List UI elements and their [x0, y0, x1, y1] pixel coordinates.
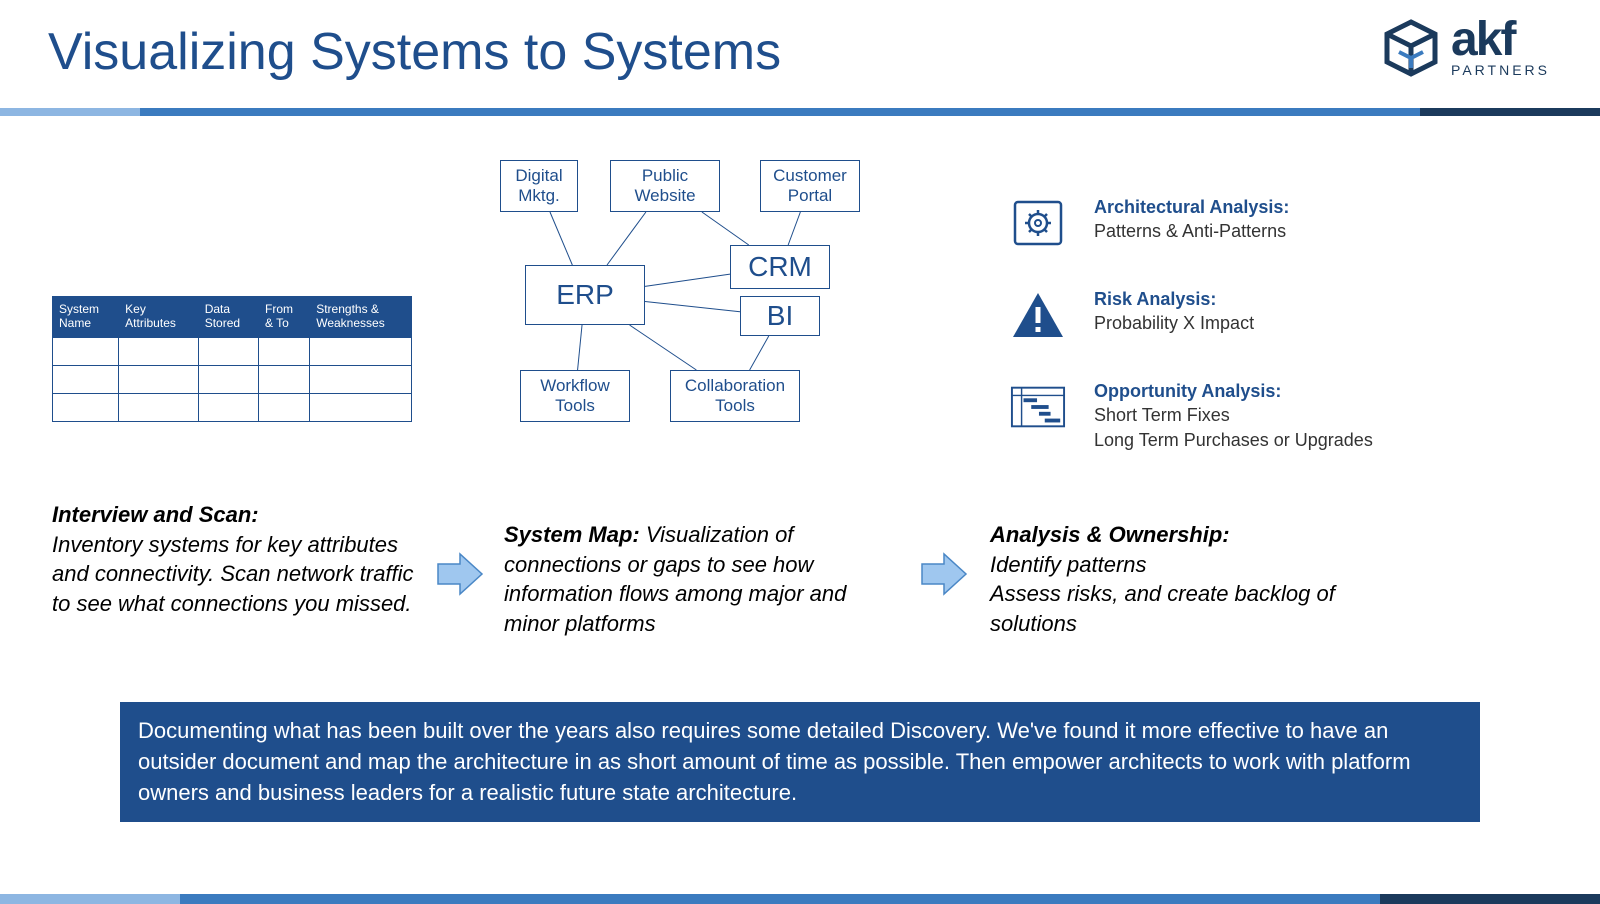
table-cell: [53, 365, 119, 393]
analysis-text: Opportunity Analysis:Short Term FixesLon…: [1094, 379, 1373, 452]
analysis-list: Architectural Analysis:Patterns & Anti-P…: [1010, 195, 1570, 488]
analysis-body: Short Term FixesLong Term Purchases or U…: [1094, 403, 1373, 452]
logo: akf PARTNERS: [1381, 18, 1550, 78]
system-node-col: CollaborationTools: [670, 370, 800, 422]
analysis-text: Risk Analysis:Probability X Impact: [1094, 287, 1254, 336]
table-cell: [119, 393, 199, 421]
step-body: Identify patternsAssess risks, and creat…: [990, 552, 1335, 636]
analysis-title: Risk Analysis:: [1094, 287, 1254, 311]
table-header: KeyAttributes: [119, 297, 199, 338]
inventory-table: SystemNameKeyAttributesDataStoredFrom& T…: [52, 296, 412, 422]
system-node-dm: DigitalMktg.: [500, 160, 578, 212]
arrow-right-icon: [918, 548, 970, 600]
analysis-title: Architectural Analysis:: [1094, 195, 1289, 219]
system-node-crm: CRM: [730, 245, 830, 289]
table-cell: [259, 337, 310, 365]
analysis-text: Architectural Analysis:Patterns & Anti-P…: [1094, 195, 1289, 244]
table-cell: [53, 393, 119, 421]
system-node-erp: ERP: [525, 265, 645, 325]
gear-icon: [1010, 195, 1066, 251]
step-interview-scan: Interview and Scan: Inventory systems fo…: [52, 500, 432, 619]
step-system-map: System Map: Visualization of connections…: [504, 520, 904, 639]
analysis-body: Probability X Impact: [1094, 311, 1254, 335]
bottom-divider: [0, 894, 1600, 904]
step-title: Interview and Scan:: [52, 502, 259, 527]
system-node-cp: CustomerPortal: [760, 160, 860, 212]
top-divider: [0, 108, 1600, 116]
table-cell: [198, 393, 258, 421]
cube-icon: [1381, 18, 1441, 78]
table-cell: [310, 365, 412, 393]
table-cell: [119, 365, 199, 393]
table-header: From& To: [259, 297, 310, 338]
page-title: Visualizing Systems to Systems: [48, 22, 781, 82]
step-title: System Map:: [504, 522, 640, 547]
system-node-wf: WorkflowTools: [520, 370, 630, 422]
table-cell: [310, 393, 412, 421]
step-analysis-ownership: Analysis & Ownership: Identify patternsA…: [990, 520, 1370, 639]
table-row: [53, 337, 412, 365]
logo-brand: akf: [1451, 18, 1550, 61]
step-body: Inventory systems for key attributes and…: [52, 532, 414, 616]
system-node-pw: PublicWebsite: [610, 160, 720, 212]
step-title: Analysis & Ownership:: [990, 522, 1230, 547]
logo-sub: PARTNERS: [1451, 62, 1550, 78]
table-header: Strengths &Weaknesses: [310, 297, 412, 338]
analysis-body: Patterns & Anti-Patterns: [1094, 219, 1289, 243]
table-cell: [310, 337, 412, 365]
system-node-bi: BI: [740, 296, 820, 336]
table-cell: [198, 365, 258, 393]
table-cell: [259, 365, 310, 393]
gantt-icon: [1010, 379, 1066, 435]
analysis-item: Opportunity Analysis:Short Term FixesLon…: [1010, 379, 1570, 452]
analysis-title: Opportunity Analysis:: [1094, 379, 1373, 403]
table-cell: [119, 337, 199, 365]
system-map-diagram: DigitalMktg. PublicWebsite CustomerPortal E…: [480, 150, 980, 470]
table-cell: [259, 393, 310, 421]
arrow-right-icon: [434, 548, 486, 600]
analysis-item: Risk Analysis:Probability X Impact: [1010, 287, 1570, 343]
table-row: [53, 393, 412, 421]
analysis-item: Architectural Analysis:Patterns & Anti-P…: [1010, 195, 1570, 251]
table-cell: [198, 337, 258, 365]
table-header: DataStored: [198, 297, 258, 338]
table-cell: [53, 337, 119, 365]
footer-note: Documenting what has been built over the…: [120, 702, 1480, 822]
table-header: SystemName: [53, 297, 119, 338]
table-row: [53, 365, 412, 393]
warning-icon: [1010, 287, 1066, 343]
